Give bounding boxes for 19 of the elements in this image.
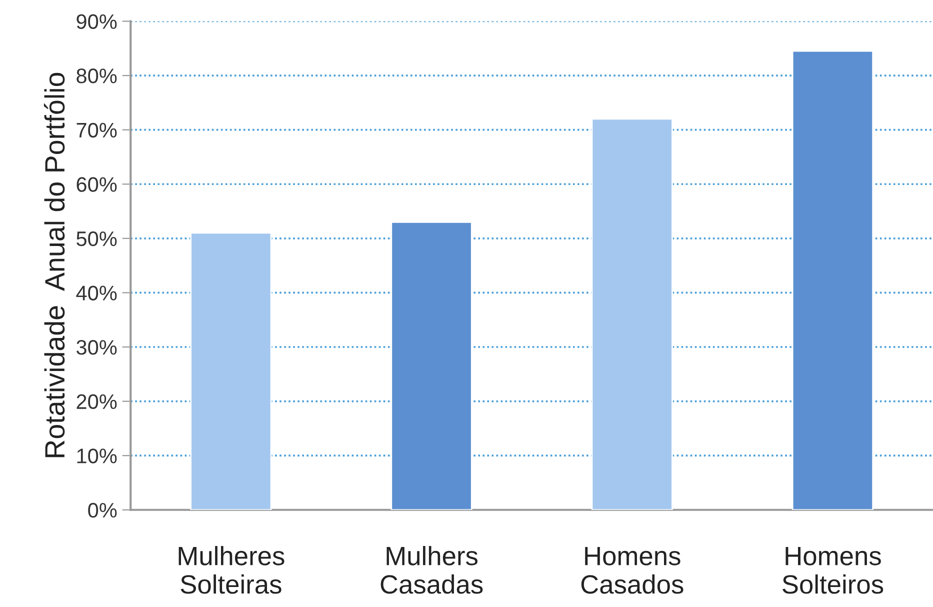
y-tick-label: 90% xyxy=(76,14,117,29)
y-tick-label: 10% xyxy=(77,448,117,464)
y-tick-label: 50% xyxy=(76,231,117,246)
bar xyxy=(792,50,874,510)
bar xyxy=(390,221,472,510)
y-tick-label: 0% xyxy=(88,502,117,518)
bar xyxy=(190,232,272,510)
y-tick-label: 40% xyxy=(76,286,117,300)
y-tick-label: 20% xyxy=(76,394,117,410)
y-tick-label: 60% xyxy=(76,177,117,192)
y-tick-label: 70% xyxy=(76,122,117,138)
x-tick-label: Homens Solteiros xyxy=(782,546,884,594)
x-tick-label: Homens Casados xyxy=(581,546,684,594)
y-tick-label: 30% xyxy=(76,340,117,355)
y-axis-title: Rotatividade Anual do Portfólio xyxy=(44,72,65,458)
y-tick-label: 80% xyxy=(76,68,117,84)
bar xyxy=(591,118,673,510)
x-tick-label: Mulheres Solteiras xyxy=(178,546,284,594)
x-tick-label: Mulhers Casadas xyxy=(380,546,483,594)
